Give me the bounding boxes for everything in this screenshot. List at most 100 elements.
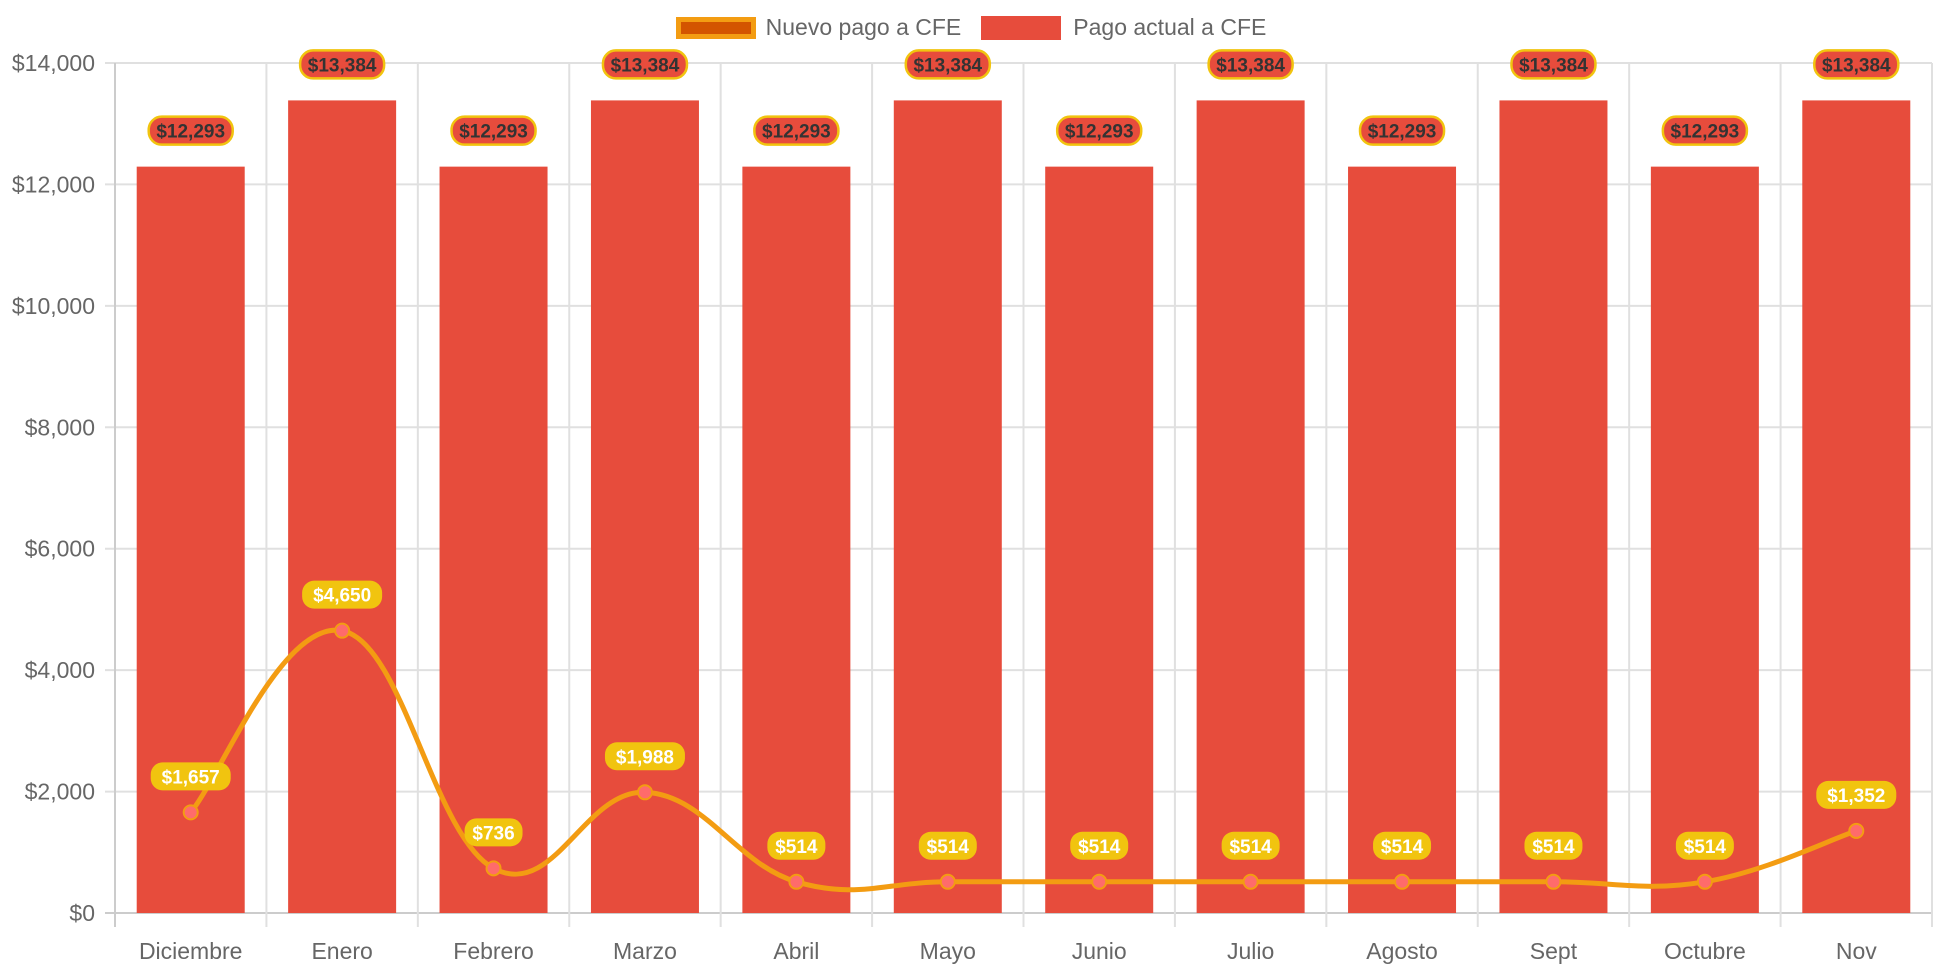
line-series xyxy=(182,622,1865,893)
point-value-label: $1,988 xyxy=(616,747,674,768)
point-value-label: $1,352 xyxy=(1827,786,1885,807)
x-tick-label: Octubre xyxy=(1664,938,1746,964)
bar-value-label: $12,293 xyxy=(762,122,831,143)
x-tick-label: Junio xyxy=(1072,938,1127,964)
bar xyxy=(1348,166,1457,913)
bar-value-label: $13,384 xyxy=(611,55,680,76)
line-point xyxy=(1545,873,1562,890)
point-value-label-bg xyxy=(1524,831,1583,860)
legend: Nuevo pago a CFE Pago actual a CFE xyxy=(0,14,1942,41)
point-value-label-bg xyxy=(150,762,231,791)
bar xyxy=(288,100,397,913)
y-tick-label: $0 xyxy=(69,900,95,926)
bar-value-label: $12,293 xyxy=(1368,122,1437,143)
x-tick-label: Abril xyxy=(773,938,819,964)
x-tick-label: Enero xyxy=(311,938,372,964)
line-point xyxy=(788,873,805,890)
x-tick-label: Sept xyxy=(1530,938,1578,964)
point-value-label: $514 xyxy=(1229,837,1272,858)
legend-swatch-line xyxy=(675,16,756,39)
bar-value-label-bg xyxy=(1207,49,1294,80)
bar-value-label: $13,384 xyxy=(308,55,377,76)
point-value-label: $736 xyxy=(472,823,514,844)
y-tick-label: $10,000 xyxy=(12,293,95,319)
bar-value-label: $12,293 xyxy=(459,122,528,143)
bar-value-label: $12,293 xyxy=(156,122,225,143)
bar-value-label-bg xyxy=(1055,115,1143,146)
line-point xyxy=(1091,873,1108,890)
point-value-label-bg xyxy=(1070,831,1129,860)
point-value-label: $514 xyxy=(1684,837,1727,858)
line-point xyxy=(485,860,502,877)
point-value-label: $514 xyxy=(1532,837,1575,858)
point-value-label-bg xyxy=(302,580,383,609)
bar-value-label-bg xyxy=(1661,115,1749,146)
line-point xyxy=(1696,873,1713,890)
bar-value-label: $12,293 xyxy=(1671,122,1740,143)
x-tick-label: Diciembre xyxy=(139,938,243,964)
bar-value-label-bg xyxy=(601,49,689,80)
point-value-label-bg xyxy=(1373,831,1432,860)
y-tick-label: $6,000 xyxy=(25,536,95,562)
y-tick-label: $14,000 xyxy=(12,50,95,76)
bar-value-label-bg xyxy=(298,49,386,80)
bar-value-label-bg xyxy=(1510,49,1597,80)
y-tick-label: $8,000 xyxy=(25,414,95,440)
y-tick-label: $12,000 xyxy=(12,171,95,197)
data-labels: $12,293 $13,384 $12,293 $13,384 $12,293 $13,3… xyxy=(147,49,1900,860)
bar-value-label: $13,384 xyxy=(913,55,982,76)
bar xyxy=(136,166,245,913)
grid xyxy=(105,62,1933,927)
point-value-label: $514 xyxy=(775,837,818,858)
point-value-label: $1,657 xyxy=(162,767,220,788)
legend-item-pago-actual[interactable]: Pago actual a CFE xyxy=(981,14,1266,41)
x-tick-label: Nov xyxy=(1836,938,1877,964)
bar xyxy=(893,100,1002,913)
point-value-label-bg xyxy=(918,831,977,860)
bar-value-label-bg xyxy=(147,115,234,146)
legend-swatch-bar xyxy=(981,15,1062,40)
bar-value-label-bg xyxy=(450,115,537,146)
x-tick-label: Febrero xyxy=(453,938,534,964)
bar-value-label-bg xyxy=(904,49,992,80)
bar-value-label-bg xyxy=(753,115,840,146)
line-point xyxy=(1242,873,1259,890)
bar xyxy=(439,166,548,913)
line-point xyxy=(334,622,351,639)
x-tick-label: Mayo xyxy=(920,938,976,964)
x-tick-label: Marzo xyxy=(613,938,677,964)
bar xyxy=(1045,166,1154,913)
point-value-label-bg xyxy=(604,742,685,771)
bar xyxy=(742,166,851,913)
legend-label: Nuevo pago a CFE xyxy=(765,14,962,40)
bar xyxy=(1196,100,1305,913)
legend-label: Pago actual a CFE xyxy=(1073,14,1267,40)
bar xyxy=(1650,166,1759,913)
bars xyxy=(136,100,1911,913)
bar-value-label: $13,384 xyxy=(1822,55,1891,76)
legend-item-nuevo-pago[interactable]: Nuevo pago a CFE xyxy=(675,14,962,41)
axes: $0 $2,000 $4,000 $6,000 $8,000 $10,000 $12,000… xyxy=(12,50,1877,964)
y-tick-label: $2,000 xyxy=(25,779,95,805)
point-value-label-bg xyxy=(1816,780,1897,809)
bar-value-label: $13,384 xyxy=(1216,55,1285,76)
point-value-label-bg xyxy=(1221,831,1280,860)
bar-value-label: $13,384 xyxy=(1519,55,1588,76)
point-value-label: $4,650 xyxy=(313,586,371,607)
line-point xyxy=(182,804,199,821)
bar xyxy=(1802,100,1911,913)
bar-value-label-bg xyxy=(1813,49,1900,80)
x-tick-label: Julio xyxy=(1227,938,1274,964)
line-point xyxy=(939,873,956,890)
x-tick-label: Agosto xyxy=(1366,938,1438,964)
bar xyxy=(590,100,699,913)
point-value-label-bg xyxy=(464,818,523,847)
point-value-label: $514 xyxy=(927,837,970,858)
y-tick-label: $4,000 xyxy=(25,657,95,683)
point-value-label-bg xyxy=(1675,831,1734,860)
line-point xyxy=(1394,873,1411,890)
point-value-label-bg xyxy=(767,831,826,860)
line-point xyxy=(1848,822,1865,839)
line-point xyxy=(636,784,653,801)
point-value-label: $514 xyxy=(1381,837,1424,858)
